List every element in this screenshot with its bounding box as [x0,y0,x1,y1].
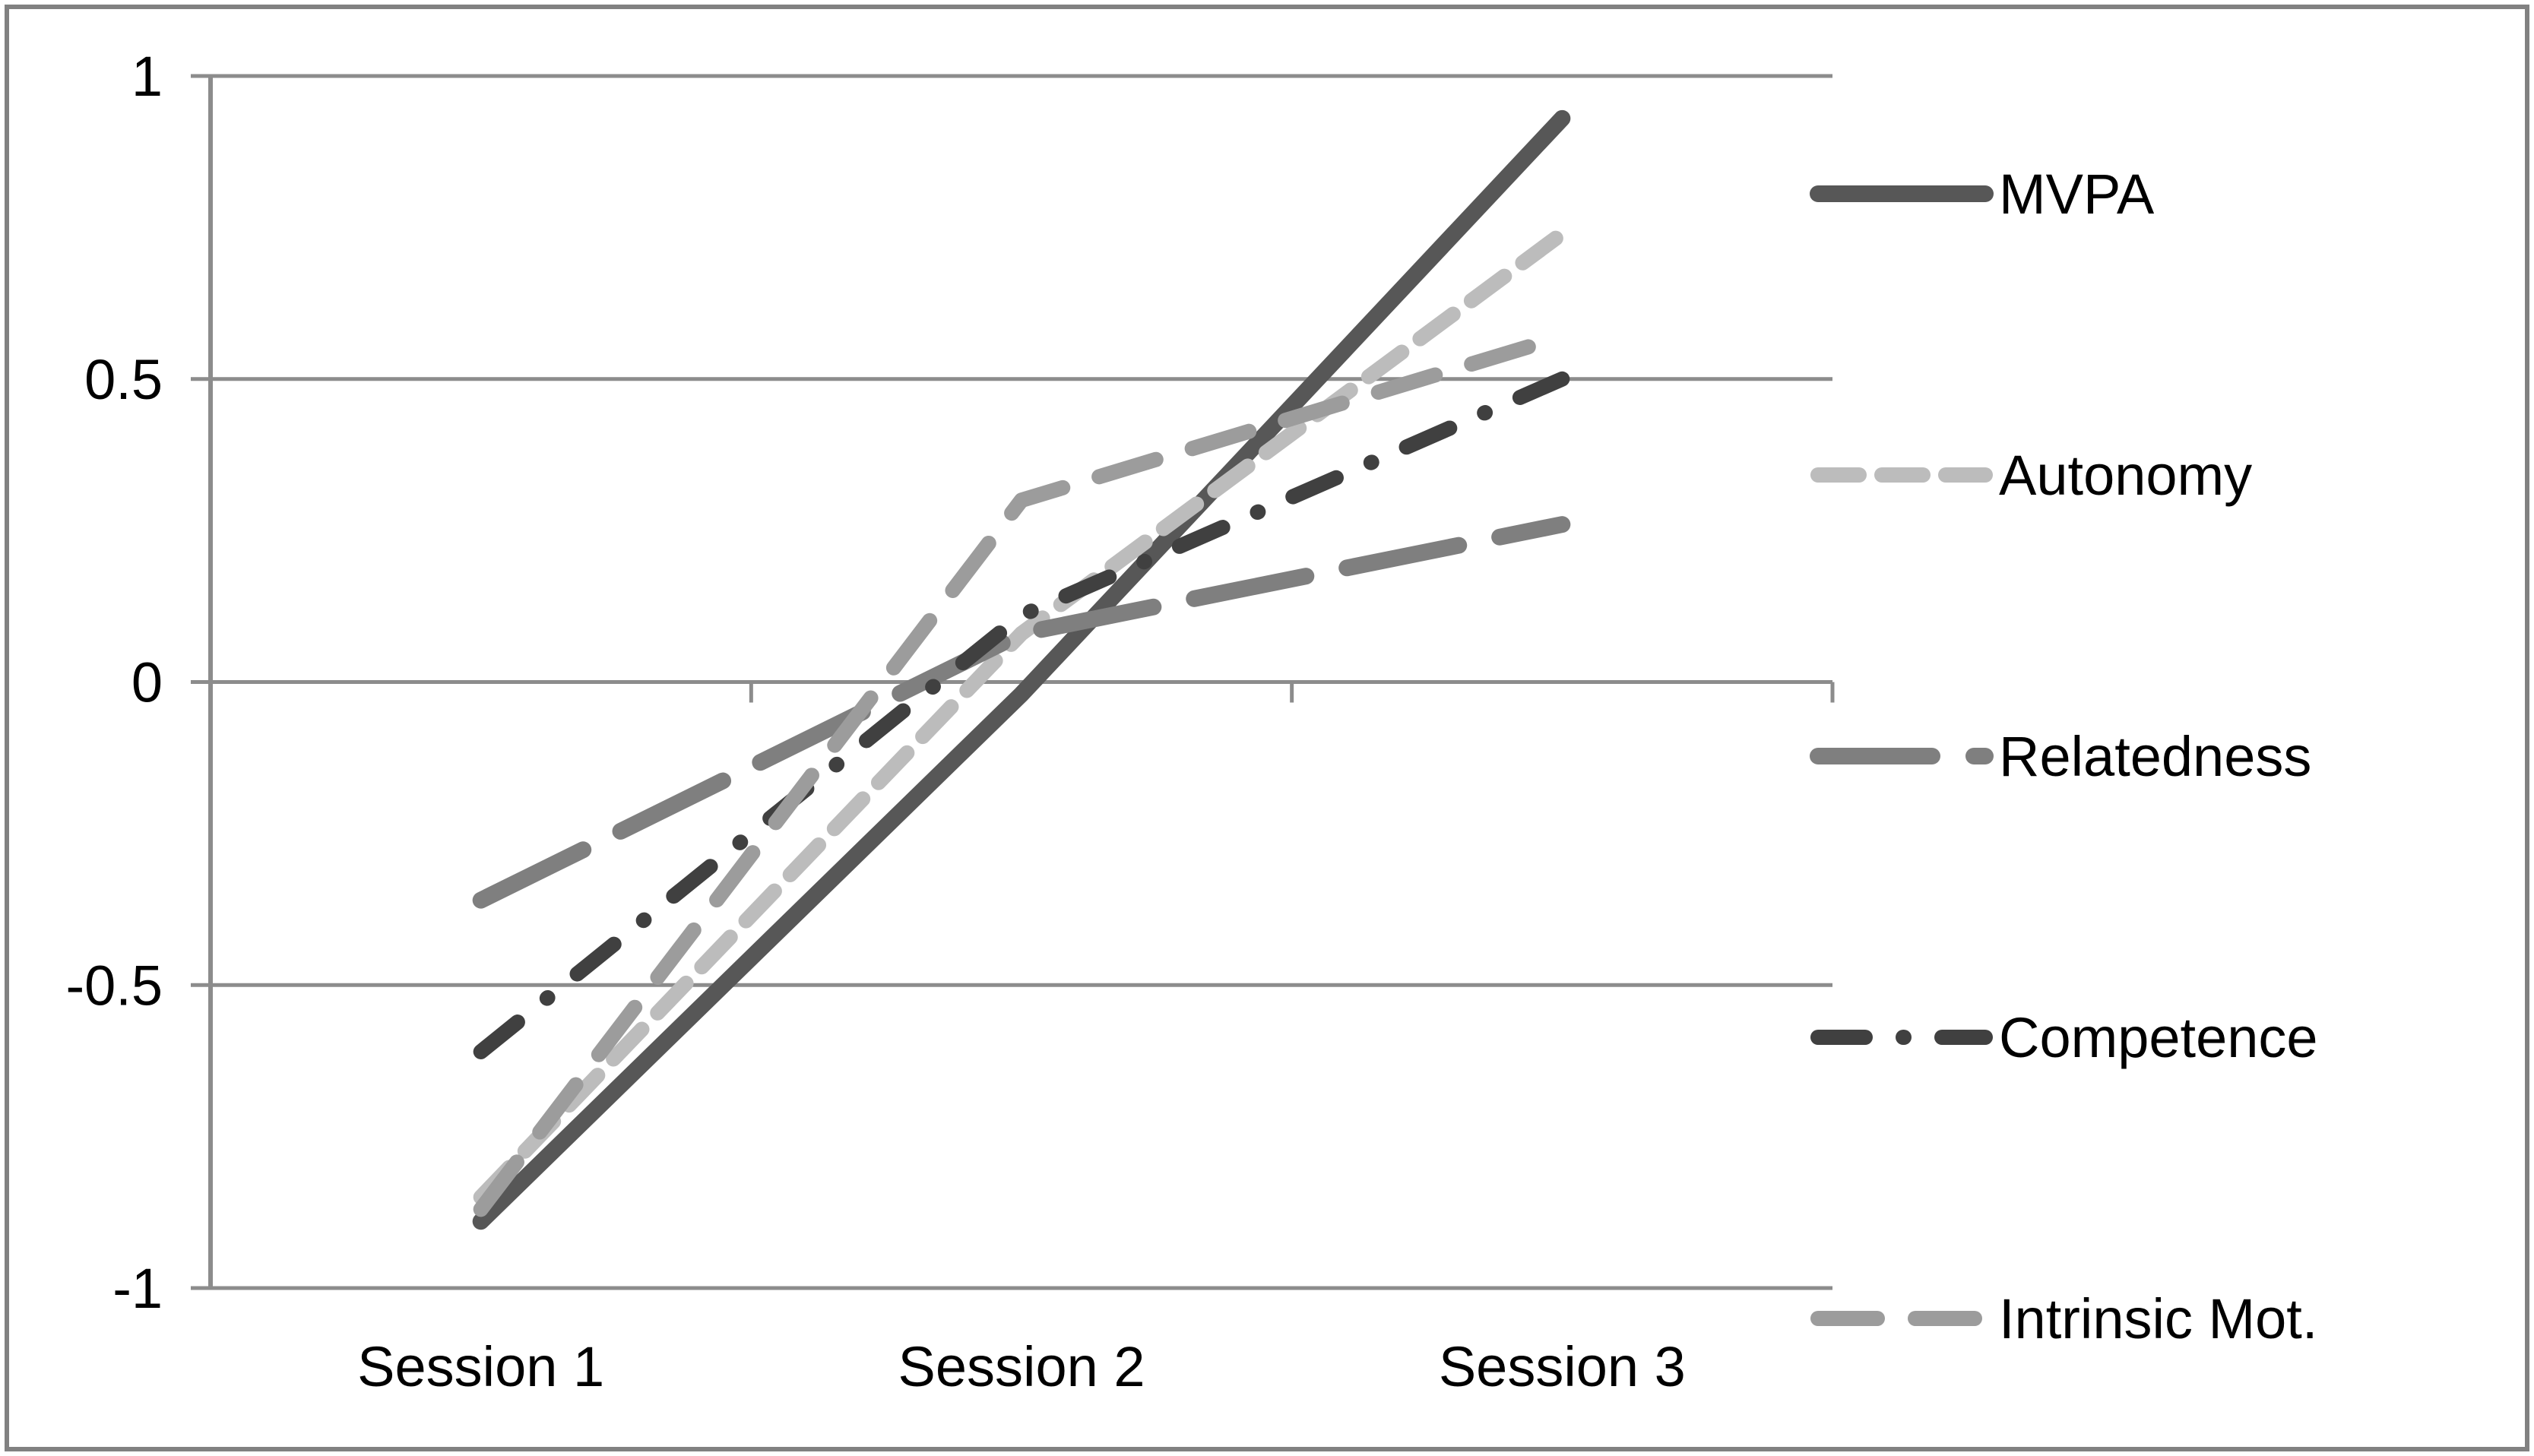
x-axis-label-session-2: Session 2 [898,1335,1145,1398]
y-tick-label-0: 0 [131,651,163,714]
series-line-competence [473,371,1570,1059]
legend-label-autonomy: Autonomy [1999,444,2252,507]
y-tick-label-0.5: 0.5 [84,348,163,411]
y-tick-label--1: -1 [112,1257,163,1320]
series-line-intrinsic-mot- [473,328,1570,1217]
legend-label-intrinsic-mot-: Intrinsic Mot. [1999,1287,2317,1350]
legend-label-mvpa: MVPA [1999,163,2155,226]
legend-label-relatedness: Relatedness [1999,725,2311,788]
x-axis-label-session-3: Session 3 [1439,1335,1686,1398]
legend-label-competence: Competence [1999,1006,2318,1069]
y-tick-label--0.5: -0.5 [65,954,163,1017]
series-line-autonomy [473,226,1570,1205]
chart-border [5,5,2529,1451]
series-line-relatedness [472,516,1571,909]
y-tick-label-1: 1 [131,45,163,108]
series-line-mvpa [472,109,1571,1230]
x-axis-label-session-1: Session 1 [357,1335,604,1398]
